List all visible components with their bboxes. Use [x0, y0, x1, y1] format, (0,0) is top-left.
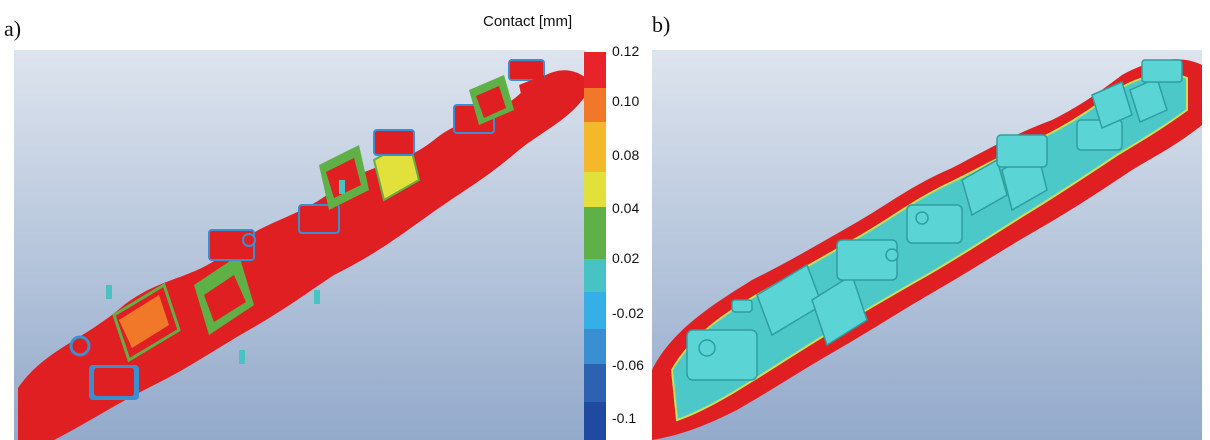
legend-tick: 0.10 [612, 93, 640, 109]
feature-group [69, 59, 552, 400]
legend-swatch-9 [584, 402, 606, 440]
legend-tick: 0.12 [612, 43, 640, 59]
legend-swatch-2 [584, 122, 606, 172]
legend-swatch-5 [584, 259, 606, 292]
panel-b-label: b) [652, 12, 671, 37]
legend-tick: 0.08 [612, 147, 640, 163]
legend-tick: -0.02 [612, 305, 644, 321]
contact-plate [18, 70, 586, 440]
legend-swatch-7 [584, 329, 606, 364]
legend-swatch-8 [584, 364, 606, 402]
legend-tick: -0.1 [612, 410, 637, 426]
legend-title: Contact [mm] [483, 13, 573, 30]
panel-b-render [652, 50, 1202, 440]
legend-swatch-4 [584, 207, 606, 259]
mold-feature-group [686, 59, 1183, 381]
legend-tick: 0.04 [612, 200, 640, 216]
legend-swatch-6 [584, 292, 606, 329]
legend-swatch-3 [584, 172, 606, 207]
legend-swatch-0 [584, 52, 606, 88]
panel-a-render [14, 50, 586, 440]
color-legend: 0.12 0.10 0.08 0.04 0.02 -0.02 -0.06 -0.… [584, 43, 654, 440]
legend-tick: 0.02 [612, 250, 640, 266]
panel-a-viewport [14, 50, 586, 440]
panel-a-label: a) [4, 16, 22, 41]
legend-swatch-1 [584, 88, 606, 122]
panel-b-viewport [652, 50, 1202, 440]
legend-tick: -0.06 [612, 357, 644, 373]
